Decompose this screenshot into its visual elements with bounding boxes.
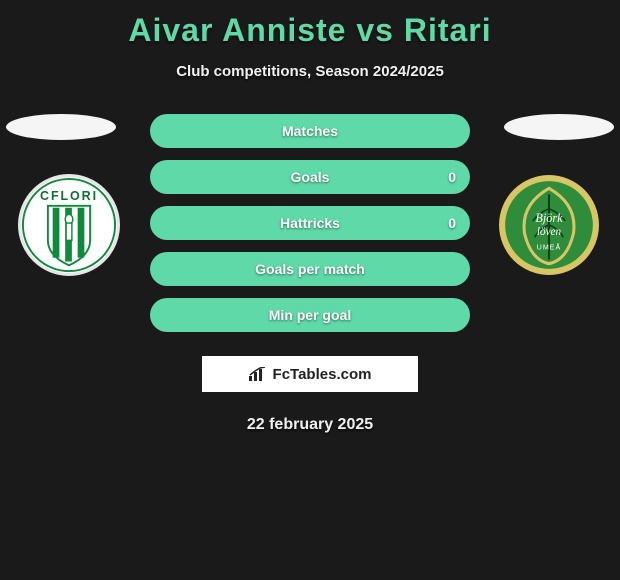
chart-icon (249, 367, 267, 381)
svg-text:UMEÅ: UMEÅ (537, 242, 562, 251)
stats-section: CFLORI Björk löven UMEÅ (0, 114, 620, 434)
stat-mpg-label: Min per goal (269, 307, 351, 323)
right-player-ellipse (504, 114, 614, 140)
left-player-ellipse (6, 114, 116, 140)
right-club-crest: Björk löven UMEÅ (498, 174, 600, 276)
stat-matches-label: Matches (282, 123, 338, 139)
stat-row-matches: Matches (150, 114, 470, 148)
left-club-crest: CFLORI (18, 174, 120, 276)
stat-rows: Matches Goals 0 Hattricks 0 Goals per ma… (150, 114, 470, 332)
bjorkloven-crest-icon: Björk löven UMEÅ (498, 174, 600, 276)
stat-goals-label: Goals (291, 169, 330, 185)
stat-row-gpm: Goals per match (150, 252, 470, 286)
svg-text:Björk: Björk (535, 211, 563, 225)
stat-row-mpg: Min per goal (150, 298, 470, 332)
stat-hattricks-label: Hattricks (280, 215, 340, 231)
date: 22 february 2025 (0, 416, 620, 434)
stat-row-hattricks: Hattricks 0 (150, 206, 470, 240)
stat-goals-right: 0 (448, 169, 456, 185)
watermark-text: FcTables.com (273, 366, 372, 383)
stat-hattricks-right: 0 (448, 215, 456, 231)
page-title: Aivar Anniste vs Ritari (0, 0, 620, 49)
flora-crest-icon: CFLORI (21, 177, 117, 273)
subtitle: Club competitions, Season 2024/2025 (0, 63, 620, 80)
svg-text:CFLORI: CFLORI (40, 189, 98, 203)
watermark[interactable]: FcTables.com (202, 356, 418, 392)
svg-text:löven: löven (537, 226, 562, 238)
stat-row-goals: Goals 0 (150, 160, 470, 194)
stat-gpm-label: Goals per match (255, 261, 365, 277)
